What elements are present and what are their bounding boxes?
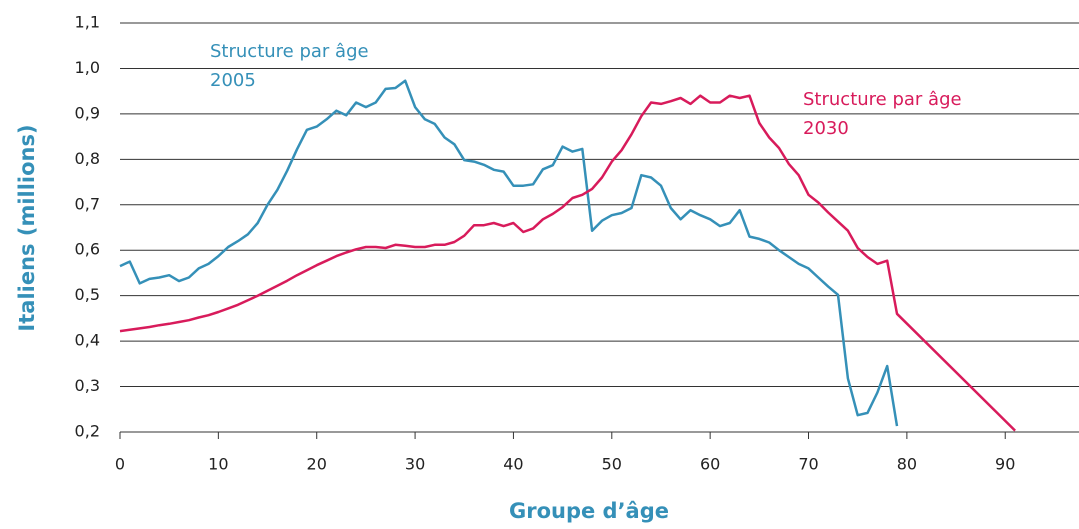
x-axis-title: Groupe d’âge xyxy=(509,499,669,523)
series-label: 2005 xyxy=(210,70,256,91)
x-tick-label: 60 xyxy=(700,455,720,474)
y-tick-label: 0,8 xyxy=(75,149,100,168)
series-label: Structure par âge xyxy=(803,89,962,110)
y-tick-label: 1,1 xyxy=(75,13,100,32)
x-tick-label: 10 xyxy=(208,455,228,474)
y-tick-label: 0,4 xyxy=(75,331,100,350)
y-tick-label: 0,7 xyxy=(75,194,100,213)
series-line xyxy=(119,79,899,427)
x-tick-label: 50 xyxy=(602,455,622,474)
x-tick-label: 20 xyxy=(307,455,327,474)
y-tick-label: 0,5 xyxy=(75,285,100,304)
x-tick-label: 80 xyxy=(897,455,917,474)
x-tick-label: 90 xyxy=(995,455,1015,474)
y-tick-label: 0,2 xyxy=(75,422,100,441)
x-tick-label: 0 xyxy=(115,455,125,474)
y-axis-title: Italiens (millions) xyxy=(15,124,39,331)
y-tick-label: 0,6 xyxy=(75,240,100,259)
y-tick-label: 0,9 xyxy=(75,103,100,122)
series-line xyxy=(119,94,1016,432)
x-tick-label: 70 xyxy=(798,455,818,474)
series-label: Structure par âge xyxy=(210,41,369,62)
y-tick-label: 0,3 xyxy=(75,376,100,395)
x-tick-label: 40 xyxy=(503,455,523,474)
y-tick-label: 1,0 xyxy=(75,58,100,77)
x-tick-label: 30 xyxy=(405,455,425,474)
series-label: 2030 xyxy=(803,118,849,139)
